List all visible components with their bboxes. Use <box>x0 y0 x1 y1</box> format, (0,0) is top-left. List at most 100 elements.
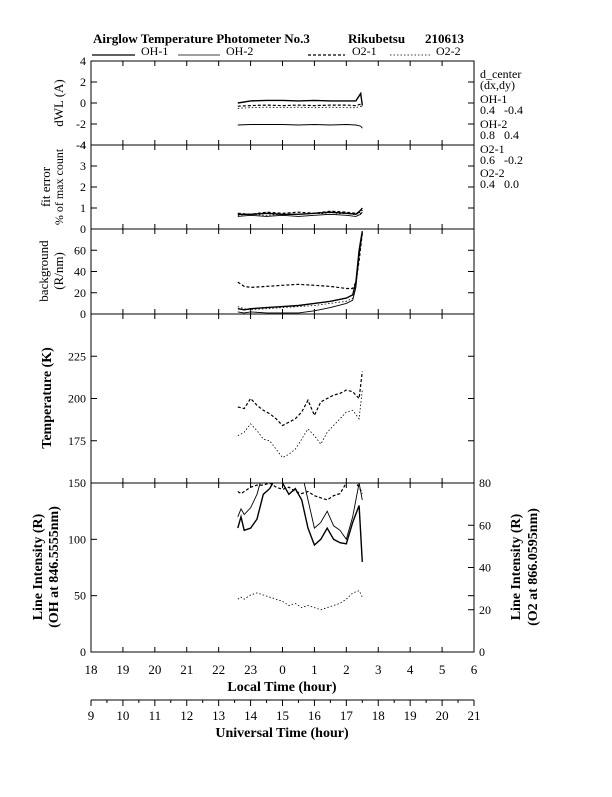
d-center-label-o21: O2-1 <box>480 142 505 156</box>
series-line-dwl-o2-1 <box>237 103 363 107</box>
lt-tick-label: 0 <box>279 662 286 677</box>
series-line-background-o2-2 <box>237 232 363 311</box>
lt-tick-label: 20 <box>148 662 161 677</box>
ut-tick-label: 21 <box>468 708 481 723</box>
ytick-label-intensity: 100 <box>68 532 86 546</box>
ytick-label-dwl: 2 <box>80 75 86 89</box>
legend-label-oh1: OH-1 <box>141 44 168 58</box>
ytick-label-temperature: 225 <box>68 349 86 363</box>
ytick-label-dwl: -2 <box>76 117 86 131</box>
ylabel-dwl: dWL (A) <box>51 79 66 127</box>
ut-tick-label: 9 <box>88 708 95 723</box>
ytick-label-temperature: 175 <box>68 434 86 448</box>
station-name: Rikubetsu <box>348 31 405 46</box>
lt-tick-label: 2 <box>343 662 350 677</box>
d-center-label-oh2: OH-2 <box>480 117 507 131</box>
d-center-label-oh1: OH-1 <box>480 92 507 106</box>
d-center-title: d_center <box>480 67 521 81</box>
d-center-label-o22: O2-2 <box>480 166 505 180</box>
ut-tick-label: 15 <box>276 708 289 723</box>
ytick-right-label-intensity: 40 <box>479 561 491 575</box>
ut-tick-label: 20 <box>436 708 449 723</box>
panel-frame-background <box>90 228 475 315</box>
lt-tick-label: 22 <box>212 662 225 677</box>
lt-tick-label: 21 <box>180 662 193 677</box>
ut-tick-label: 14 <box>244 708 258 723</box>
series-line-intensity-o2-2 <box>237 590 363 611</box>
panel-frame-dwl <box>90 60 475 146</box>
panel-frame-intensity <box>90 482 475 653</box>
ytick-label-fiterr: 0 <box>80 222 86 236</box>
series-line-dwl-oh-2 <box>237 124 363 129</box>
chart-title: Airglow Temperature Photometer No.3 <box>93 31 310 46</box>
series-line-background-o2-1 <box>237 233 363 290</box>
ylabel-temperature: Temperature (K) <box>40 347 55 449</box>
ut-tick-label: 10 <box>116 708 129 723</box>
ytick-label-dwl: 4 <box>80 54 86 68</box>
panel-frame-temperature <box>90 313 475 484</box>
lt-tick-label: 3 <box>375 662 382 677</box>
ytick-label-fiterr: 3 <box>80 159 86 173</box>
ylabel2-background: (R/nm) <box>51 252 66 290</box>
ytick-right-label-intensity: 20 <box>479 603 491 617</box>
d-center-values-o21: 0.6 -0.2 <box>480 153 523 167</box>
ylabel-right-intensity: Line Intensity (R) <box>509 513 524 620</box>
ytick-label-dwl: -4 <box>76 138 86 152</box>
ytick-label-dwl: 0 <box>80 96 86 110</box>
chart-marks: -4-2024012340204060175200225050100150020… <box>68 54 491 723</box>
ytick-label-fiterr: 2 <box>80 180 86 194</box>
legend-label-o21: O2-1 <box>352 44 377 58</box>
legend: OH-1 OH-2 O2-1 O2-2 <box>92 44 461 58</box>
ut-tick-label: 13 <box>212 708 225 723</box>
d-center-subtitle: (dx,dy) <box>480 78 515 92</box>
ytick-label-background: 0 <box>80 307 86 321</box>
series-line-temperature-o2-2 <box>237 390 363 459</box>
legend-label-oh2: OH-2 <box>226 44 253 58</box>
ut-tick-label: 17 <box>340 708 354 723</box>
ylabel-background: background <box>36 240 51 302</box>
ytick-label-intensity: 50 <box>74 589 86 603</box>
ylabel2-fit-error: % of max count <box>52 148 66 225</box>
ylabel2-right-intensity: (O2 at 866.0595nm) <box>526 508 541 626</box>
series-line-fiterr-o2-1 <box>237 209 363 215</box>
lt-tick-label: 5 <box>439 662 446 677</box>
ylabel-intensity: Line Intensity (R) <box>31 513 46 620</box>
series-line-background-oh-1 <box>237 230 363 311</box>
ut-tick-label: 11 <box>149 708 162 723</box>
ylabel-fit-error: fit error <box>38 166 53 207</box>
ytick-label-background: 40 <box>74 265 86 279</box>
ytick-label-temperature: 200 <box>68 392 86 406</box>
ut-tick-label: 18 <box>372 708 385 723</box>
series-line-dwl-o2-2 <box>237 105 363 109</box>
xlabel-local-time: Local Time (hour) <box>227 680 336 695</box>
lt-tick-label: 18 <box>85 662 98 677</box>
date-code: 210613 <box>425 31 465 46</box>
series-line-intensity-oh-1 <box>237 483 363 562</box>
ytick-label-intensity: 0 <box>80 645 86 659</box>
lt-tick-label: 6 <box>471 662 478 677</box>
ut-tick-label: 19 <box>404 708 417 723</box>
series-line-intensity-o2-1 <box>237 483 363 501</box>
d-center-values-oh2: 0.8 0.4 <box>480 128 519 142</box>
ytick-label-background: 20 <box>74 286 86 300</box>
ut-tick-label: 16 <box>308 708 322 723</box>
series-line-fiterr-oh-2 <box>237 211 363 217</box>
lt-tick-label: 19 <box>116 662 129 677</box>
ytick-label-intensity: 150 <box>68 476 86 490</box>
ytick-right-label-intensity: 0 <box>479 645 485 659</box>
lt-tick-label: 4 <box>407 662 414 677</box>
legend-label-o22: O2-2 <box>436 44 461 58</box>
ut-tick-label: 12 <box>180 708 193 723</box>
lt-tick-label: 1 <box>311 662 318 677</box>
series-line-background-oh-2 <box>237 233 363 314</box>
d-center-values-oh1: 0.4 -0.4 <box>480 103 523 117</box>
ytick-label-fiterr: 1 <box>80 201 86 215</box>
ylabel2-intensity: (OH at 846.5555nm) <box>47 506 62 628</box>
lt-tick-label: 23 <box>244 662 257 677</box>
xlabel-universal-time: Universal Time (hour) <box>215 726 349 741</box>
ytick-label-background: 60 <box>74 243 86 257</box>
series-line-fiterr-o2-2 <box>237 211 363 216</box>
panel-frame-fit-error <box>90 144 475 230</box>
